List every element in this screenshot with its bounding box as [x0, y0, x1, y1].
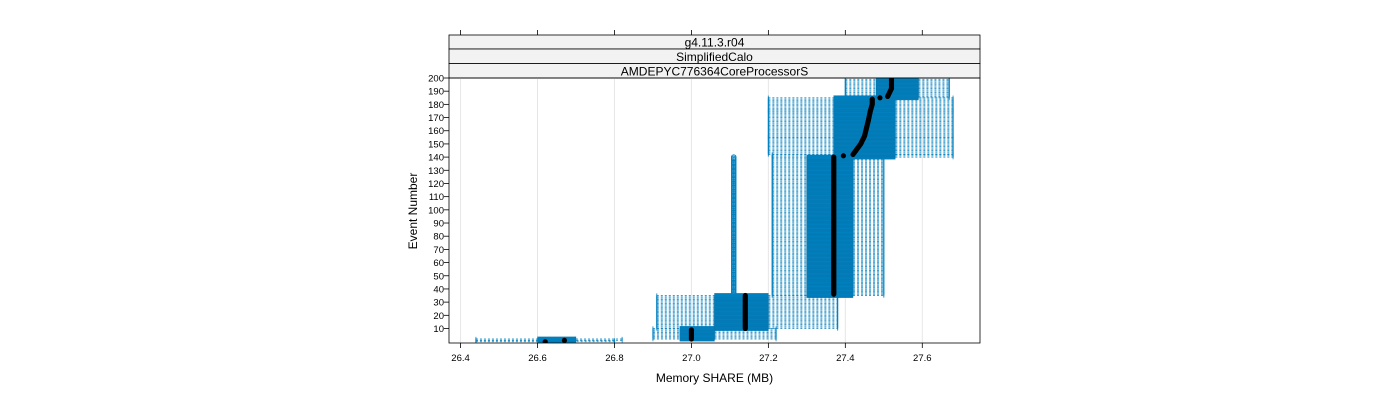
median-point [877, 95, 883, 101]
strip-label-middle: SimplifiedCalo [676, 50, 753, 64]
x-axis-title: Memory SHARE (MB) [656, 371, 773, 385]
x-tick-label: 27.4 [836, 353, 855, 364]
y-tick-label: 150 [428, 139, 444, 150]
y-tick-label: 130 [428, 166, 444, 177]
y-tick-label: 70 [433, 245, 444, 256]
y-tick-label: 110 [429, 192, 444, 203]
x-tick-label: 27.0 [682, 353, 701, 364]
y-tick-label: 200 [428, 74, 444, 85]
plot-data [475, 78, 954, 343]
y-axis: 10 20 30 40 50 60 70 80 90 100 110 120 130 140 150 160 1… [428, 74, 449, 335]
x-tick-label: 26.6 [528, 353, 547, 364]
y-axis-title: Event Number [406, 173, 420, 250]
panel-border [448, 77, 981, 344]
y-tick-label: 100 [428, 205, 444, 216]
x-axis: 26.4 26.6 26.8 27.0 27.2 27.4 27.6 [451, 30, 932, 364]
y-tick-label: 120 [428, 179, 444, 190]
iqr-box [714, 293, 769, 298]
median-point [688, 327, 695, 333]
median-point [888, 78, 895, 81]
x-tick-label: 27.6 [913, 353, 932, 364]
iqr-box [537, 336, 577, 342]
y-tick-label: 30 [433, 298, 444, 309]
outlier-point [730, 154, 737, 160]
y-tick-label: 170 [428, 113, 444, 124]
y-tick-label: 140 [428, 153, 444, 164]
y-tick-label: 50 [433, 271, 444, 282]
y-tick-label: 160 [428, 126, 444, 137]
median-point [561, 337, 568, 343]
y-tick-label: 90 [433, 219, 444, 230]
y-tick-label: 80 [433, 232, 444, 243]
y-tick-label: 20 [433, 311, 444, 322]
y-tick-label: 60 [433, 258, 444, 269]
y-tick-label: 10 [433, 324, 444, 335]
x-tick-label: 26.4 [451, 353, 470, 364]
median-point [542, 339, 548, 343]
y-tick-label: 180 [428, 100, 444, 111]
median-point [831, 154, 837, 160]
median-point [742, 292, 748, 299]
x-tick-label: 26.8 [605, 353, 624, 364]
median-point [869, 96, 875, 102]
y-tick-label: 190 [428, 87, 444, 98]
x-tick-label: 27.2 [759, 353, 778, 364]
strip-label-top: g4.11.3.r04 [685, 36, 745, 50]
strip-label-bottom: AMDEPYC776364CoreProcessorS [621, 65, 808, 79]
y-tick-label: 40 [433, 284, 444, 295]
median-point [840, 153, 847, 159]
